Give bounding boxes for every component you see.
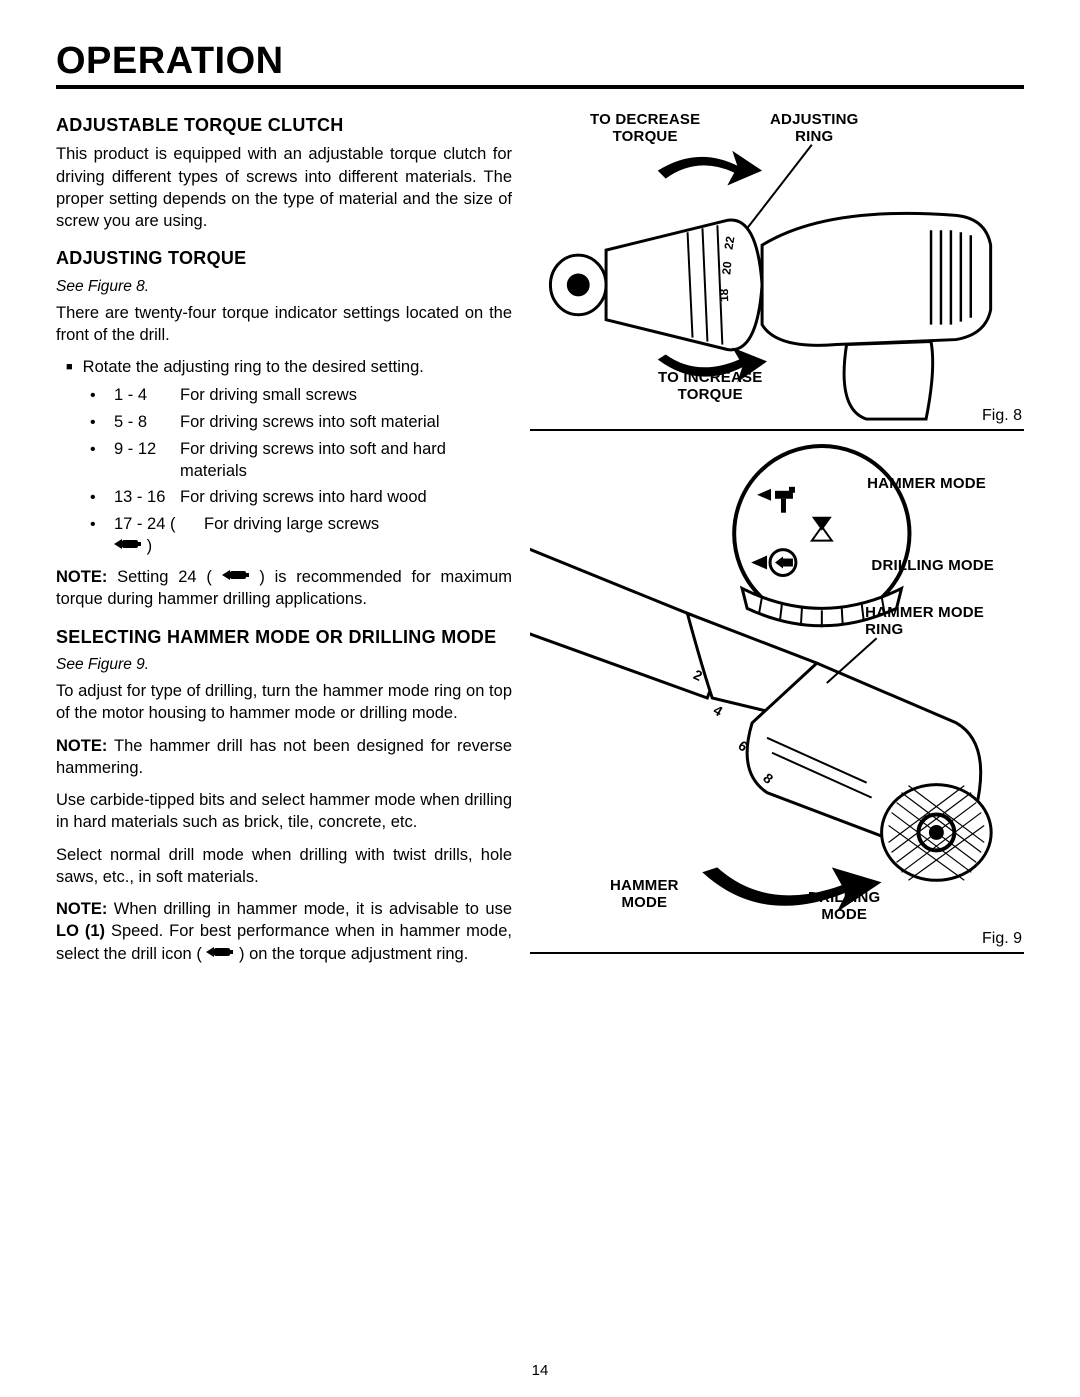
callout-adjusting-ring: ADJUSTINGRING xyxy=(770,111,858,146)
list-item-text: Rotate the adjusting ring to the desired… xyxy=(83,358,424,376)
figure-caption: Fig. 9 xyxy=(982,930,1022,948)
note-text: When drilling in hammer mode, it is advi… xyxy=(107,900,512,918)
heading-selecting-mode: SELECTING HAMMER MODE OR DRILLING MODE xyxy=(56,625,512,649)
note-paragraph: NOTE: When drilling in hammer mode, it i… xyxy=(56,898,512,965)
note-prefix: NOTE: xyxy=(56,737,107,755)
page-title: OPERATION xyxy=(56,40,1024,89)
svg-text:18: 18 xyxy=(717,288,731,302)
setting-range: 1 - 4 xyxy=(114,384,180,407)
callout-hammer: HAMMERMODE xyxy=(610,877,679,912)
setting-range: 17 - 24 ( ) xyxy=(114,513,204,558)
list-item: 1 - 4 For driving small screws xyxy=(90,384,512,407)
callout-drilling: DRILLINGMODE xyxy=(808,889,880,924)
bullet-list: Rotate the adjusting ring to the desired… xyxy=(66,356,512,378)
bullet-dot xyxy=(90,513,114,558)
text-column: ADJUSTABLE TORQUE CLUTCH This product is… xyxy=(56,111,512,975)
note-prefix: NOTE: xyxy=(56,900,107,918)
page-number: 14 xyxy=(0,1362,1080,1379)
note-text: The hammer drill has not been designed f… xyxy=(56,737,512,777)
figure-9: HAMMER MODE DRILLING MODE HAMMER MODERIN… xyxy=(530,439,1024,954)
list-item: 13 - 16 For driving screws into hard woo… xyxy=(90,486,512,509)
two-column-layout: ADJUSTABLE TORQUE CLUTCH This product is… xyxy=(56,111,1024,975)
paragraph: There are twenty-four torque indicator s… xyxy=(56,302,512,347)
heading-adjustable-torque-clutch: ADJUSTABLE TORQUE CLUTCH xyxy=(56,113,512,137)
drill-illustration: 22 20 18 xyxy=(530,111,1024,429)
see-figure-ref: See Figure 8. xyxy=(56,277,512,298)
paragraph: Use carbide-tipped bits and select hamme… xyxy=(56,789,512,834)
drill-closeup-illustration: 2 4 6 8 xyxy=(530,439,1024,952)
note-paragraph: NOTE: The hammer drill has not been desi… xyxy=(56,735,512,780)
drill-icon xyxy=(206,942,234,964)
drill-icon xyxy=(114,534,142,556)
figure-8: TO DECREASETORQUE ADJUSTINGRING TO INCRE… xyxy=(530,111,1024,431)
setting-desc: For driving small screws xyxy=(180,384,512,407)
open-paren: ( xyxy=(170,515,176,533)
svg-text:20: 20 xyxy=(719,260,734,275)
note-prefix: NOTE: xyxy=(56,568,107,586)
note-text: ) on the torque adjustment ring. xyxy=(234,945,468,963)
list-item: Rotate the adjusting ring to the desired… xyxy=(66,356,512,378)
bullet-dot xyxy=(90,438,114,483)
setting-desc: For driving screws into soft and hard ma… xyxy=(180,438,512,483)
note-text: Setting 24 ( xyxy=(107,568,221,586)
paragraph: This product is equipped with an adjusta… xyxy=(56,143,512,232)
svg-text:4: 4 xyxy=(711,702,726,720)
callout-drilling-mode: DRILLING MODE xyxy=(871,557,994,574)
svg-text:22: 22 xyxy=(721,235,737,251)
heading-adjusting-torque: ADJUSTING TORQUE xyxy=(56,246,512,270)
setting-desc: For driving screws into soft material xyxy=(180,411,512,434)
setting-range: 9 - 12 xyxy=(114,438,180,483)
callout-increase-torque: TO INCREASETORQUE xyxy=(658,369,762,404)
setting-desc: For driving screws into hard wood xyxy=(180,486,512,509)
see-figure-ref: See Figure 9. xyxy=(56,655,512,676)
bullet-dot xyxy=(90,411,114,434)
note-paragraph: NOTE: Setting 24 ( ) is recommended for … xyxy=(56,566,512,611)
bullet-dot xyxy=(90,486,114,509)
figure-column: TO DECREASETORQUE ADJUSTINGRING TO INCRE… xyxy=(530,111,1024,975)
paragraph: Select normal drill mode when drilling w… xyxy=(56,844,512,889)
drill-icon xyxy=(222,565,250,587)
range-text: 17 - 24 xyxy=(114,515,165,533)
callout-decrease-torque: TO DECREASETORQUE xyxy=(590,111,700,146)
bullet-dot xyxy=(90,384,114,407)
setting-desc: For driving large screws xyxy=(204,513,512,558)
torque-settings-list: 1 - 4 For driving small screws 5 - 8 For… xyxy=(90,384,512,557)
setting-range: 13 - 16 xyxy=(114,486,180,509)
callout-hammer-mode: HAMMER MODE xyxy=(867,475,986,492)
setting-range: 5 - 8 xyxy=(114,411,180,434)
callout-hammer-mode-ring: HAMMER MODERING xyxy=(865,604,984,639)
close-paren: ) xyxy=(142,537,152,555)
figure-caption: Fig. 8 xyxy=(982,407,1022,425)
list-item: 17 - 24 ( ) For driving large screws xyxy=(90,513,512,558)
list-item: 5 - 8 For driving screws into soft mater… xyxy=(90,411,512,434)
paragraph: To adjust for type of drilling, turn the… xyxy=(56,680,512,725)
list-item: 9 - 12 For driving screws into soft and … xyxy=(90,438,512,483)
lo-speed: LO (1) xyxy=(56,922,105,940)
